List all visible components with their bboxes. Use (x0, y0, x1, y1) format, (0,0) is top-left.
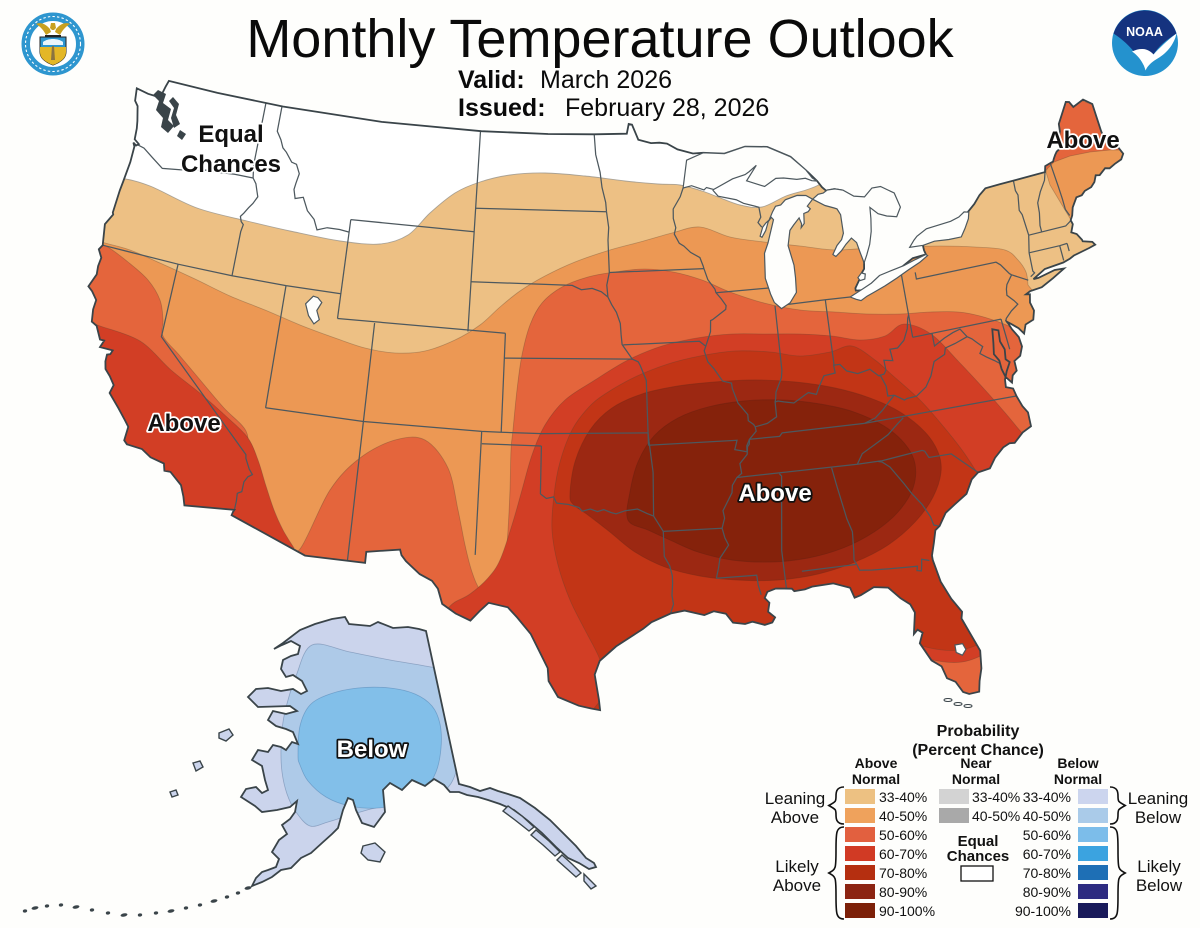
svg-text:Chances: Chances (181, 151, 281, 178)
svg-text:60-70%: 60-70% (1023, 846, 1071, 862)
svg-text:80-90%: 80-90% (879, 884, 927, 900)
svg-text:Probability: Probability (937, 723, 1020, 740)
svg-text:Below: Below (1136, 876, 1183, 895)
svg-text:Below: Below (337, 736, 408, 763)
svg-text:Issued:: Issued: (458, 94, 546, 122)
svg-text:Monthly Temperature Outlook: Monthly Temperature Outlook (246, 9, 954, 69)
svg-text:70-80%: 70-80% (1023, 865, 1071, 881)
svg-text:70-80%: 70-80% (879, 865, 927, 881)
svg-text:Leaning: Leaning (1128, 789, 1189, 808)
svg-text:50-60%: 50-60% (879, 827, 927, 843)
svg-text:Normal: Normal (1054, 771, 1102, 787)
svg-text:33-40%: 33-40% (972, 789, 1020, 805)
svg-text:Normal: Normal (852, 771, 900, 787)
svg-text:Leaning: Leaning (765, 789, 826, 808)
svg-text:Chances: Chances (947, 848, 1010, 865)
svg-text:90-100%: 90-100% (879, 903, 935, 919)
svg-text:40-50%: 40-50% (972, 808, 1020, 824)
svg-text:Equal: Equal (958, 833, 999, 850)
svg-text:Below: Below (1057, 755, 1098, 771)
svg-text:Likely: Likely (775, 857, 819, 876)
svg-text:Above: Above (855, 755, 898, 771)
svg-text:Above: Above (1046, 127, 1119, 154)
svg-text:33-40%: 33-40% (1023, 789, 1071, 805)
svg-text:80-90%: 80-90% (1023, 884, 1071, 900)
svg-text:90-100%: 90-100% (1015, 903, 1071, 919)
svg-text:March 2026: March 2026 (540, 66, 672, 94)
svg-text:NOAA: NOAA (1126, 25, 1163, 39)
svg-text:50-60%: 50-60% (1023, 827, 1071, 843)
svg-text:(Percent Chance): (Percent Chance) (912, 742, 1044, 759)
svg-text:Below: Below (1135, 808, 1182, 827)
svg-text:Likely: Likely (1137, 857, 1181, 876)
svg-text:Above: Above (147, 410, 220, 437)
svg-text:60-70%: 60-70% (879, 846, 927, 862)
svg-text:Above: Above (773, 876, 821, 895)
svg-text:40-50%: 40-50% (1023, 808, 1071, 824)
svg-text:33-40%: 33-40% (879, 789, 927, 805)
svg-text:February 28, 2026: February 28, 2026 (565, 94, 769, 122)
svg-text:Normal: Normal (952, 771, 1000, 787)
svg-text:Equal: Equal (198, 121, 263, 148)
svg-text:Above: Above (771, 808, 819, 827)
svg-text:Valid:: Valid: (458, 66, 525, 94)
svg-text:Above: Above (738, 480, 811, 507)
svg-text:40-50%: 40-50% (879, 808, 927, 824)
svg-text:Near: Near (960, 755, 992, 771)
